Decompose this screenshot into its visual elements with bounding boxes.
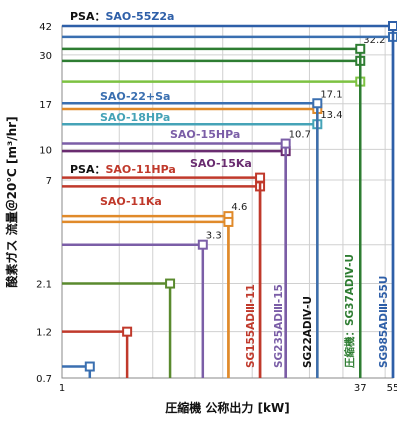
series-name-label: SAO-11Ka [100,195,162,208]
psa-prefix: PSA： [70,10,106,23]
series-name: SAO-15Ka [190,157,252,170]
compressor-model-label: 圧縮機：SG37ADⅣ-U [343,254,356,368]
x-tick-label: 1 [59,383,65,394]
series-marker [223,216,234,227]
series-name-label: SAO-15Ka [190,157,252,170]
series-name-label: PSA：SAO-11HPa [70,163,176,176]
series-name-label: SAO-15HPa [170,128,240,141]
compressor-model-label: SG235ADⅢ-15 [273,284,285,368]
series-marker [280,138,291,149]
series-marker [84,361,95,372]
flow-value-label: 4.6 [231,202,247,213]
y-tick-label: 42 [39,22,52,33]
series-name-label: SAO-18HPa [100,111,170,124]
x-tick-label: 55 [387,383,397,394]
flow-value-label: 32.2 [363,35,385,46]
series-name: SAO-55Z2a [106,10,175,23]
y-tick-label: 7 [46,176,52,187]
series-marker [312,98,323,109]
x-axis-title: 圧縮機 公称出力 [kW] [165,400,290,415]
y-tick-label: 17 [39,100,52,111]
x-tick-label: 37 [354,383,367,394]
series-name-label: PSA：SAO-55Z2a [70,10,174,23]
flow-value-label: 10.7 [289,130,311,141]
y-tick-label: 1.2 [36,328,52,339]
series-name: SAO-15HPa [170,128,240,141]
compressor-model-label: SG985ADⅢ-55U [378,276,390,368]
series-name: SAO-18HPa [100,111,170,124]
series-marker [122,326,133,337]
flow-value-label: 17.1 [320,89,342,100]
flow-value-label: 3.3 [206,231,222,242]
flow-value-label: 13.4 [320,110,342,121]
series-marker [197,239,208,250]
compressor-model-label: SG22ADⅣ-U [302,296,314,368]
series-name-label: SAO-22+Sa [100,90,170,103]
series-marker [388,21,397,31]
y-tick-label: 2.1 [36,280,52,291]
series-name: SAO-22+Sa [100,90,170,103]
y-tick-label: 0.7 [36,374,52,385]
psa-prefix: PSA： [70,163,106,176]
series-marker [255,172,266,183]
series-name: SAO-11Ka [100,195,162,208]
y-tick-label: 30 [39,51,52,62]
compressor-model-label: SG155ADⅢ-11 [245,284,257,368]
y-axis-title: 酸素ガス 流量＠20℃ [m³/hr] [4,116,19,287]
series-marker [165,278,176,289]
series-marker [355,43,366,54]
y-tick-label: 10 [39,145,52,156]
series-name: SAO-11HPa [106,163,176,176]
